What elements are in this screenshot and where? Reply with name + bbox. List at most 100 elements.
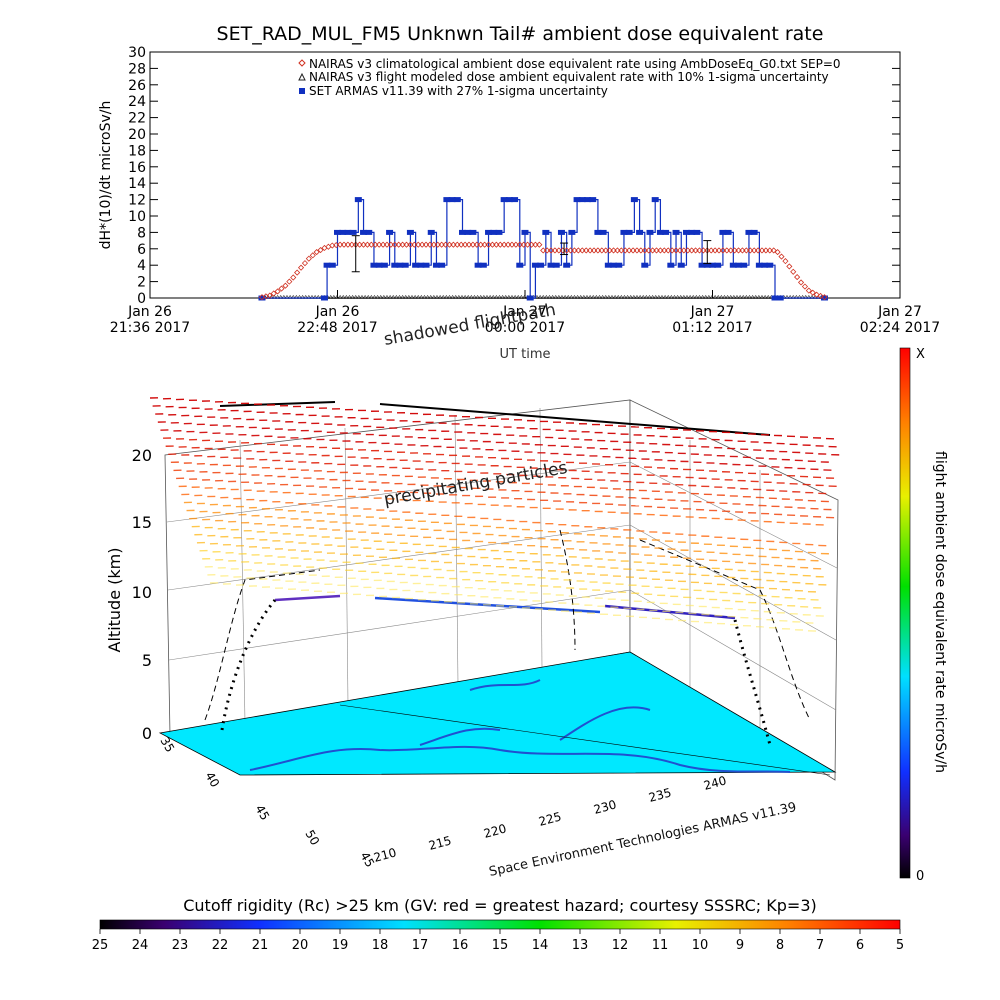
model-series-point xyxy=(468,294,474,299)
model-series-point xyxy=(690,294,696,299)
armas-series-point xyxy=(672,229,680,235)
model-series-point xyxy=(362,294,368,299)
x-tick-date-label: Jan 26 xyxy=(315,304,360,320)
model-series-point xyxy=(543,294,549,299)
rigidity-tick-label: 21 xyxy=(252,938,269,953)
model-series-point xyxy=(575,294,581,299)
model-series-point xyxy=(765,294,771,299)
model-series-point xyxy=(387,294,393,299)
nairas-series-point xyxy=(458,241,465,248)
armas-series-point xyxy=(610,262,618,268)
rigidity-tick-label: 19 xyxy=(332,938,349,953)
rigidity-tick-label: 12 xyxy=(612,938,629,953)
model-series-point xyxy=(746,294,753,299)
model-series-point xyxy=(606,294,612,299)
y-tick-label: 12 xyxy=(128,193,146,209)
model-series-point xyxy=(328,294,334,299)
coastline xyxy=(249,679,791,773)
nairas-series-point xyxy=(493,241,500,248)
model-series-point xyxy=(450,294,456,299)
nairas-series-point xyxy=(415,241,422,248)
model-series-point xyxy=(753,294,759,299)
nairas-series-point xyxy=(438,241,445,248)
longitude-tick-label: 215 xyxy=(427,833,453,852)
model-series-point xyxy=(478,294,484,299)
nairas-series-point xyxy=(782,258,789,265)
legend-label-nairas-model: NAIRAS v3 flight modeled dose ambient eq… xyxy=(309,70,829,84)
nairas-series-point xyxy=(290,274,297,281)
armas-series-point xyxy=(766,262,774,268)
model-series-point xyxy=(440,294,446,299)
model-series-point xyxy=(381,294,387,299)
model-series-point xyxy=(725,294,731,299)
armas-series-point xyxy=(526,295,534,301)
x-tick-date-label: Jan 27 xyxy=(877,304,922,320)
armas-series-point xyxy=(432,262,440,268)
armas-series-point xyxy=(776,295,784,301)
armas-series-point xyxy=(682,229,690,235)
model-series-point xyxy=(756,294,762,299)
x-tick-time-label: 21:36 2017 xyxy=(110,320,190,336)
model-series-point xyxy=(700,294,706,299)
armas-series-line xyxy=(261,199,825,299)
rigidity-tick-label: 16 xyxy=(452,938,469,953)
nairas-series-point xyxy=(329,242,336,249)
model-series-point xyxy=(512,294,518,299)
model-series-point xyxy=(540,294,546,299)
nairas-series-point xyxy=(352,241,359,248)
model-series-point xyxy=(587,294,593,299)
model-series-point xyxy=(493,294,499,299)
nairas-series-point xyxy=(587,247,594,254)
armas-series-point xyxy=(334,229,341,235)
model-series-point xyxy=(406,294,412,299)
altitude-tick-label: 5 xyxy=(142,651,152,670)
nairas-series-point xyxy=(575,247,582,254)
rigidity-tick-label: 8 xyxy=(776,938,784,953)
nairas-series-point xyxy=(727,247,734,254)
longitude-tick-label: 210 xyxy=(372,845,398,864)
armas-series-point xyxy=(417,262,425,268)
flight-shadow-center xyxy=(559,529,576,651)
armas-series-point xyxy=(375,262,383,268)
model-series-point xyxy=(665,294,671,299)
armas-series-point xyxy=(479,262,487,268)
armas-series-point xyxy=(412,262,420,268)
y-tick-label: 28 xyxy=(128,61,146,77)
model-series-point xyxy=(656,294,662,299)
model-series-point xyxy=(609,294,615,299)
model-series-point xyxy=(621,294,628,299)
rigidity-tick-label: 25 xyxy=(92,938,109,953)
nairas-series-point xyxy=(532,241,539,248)
model-series-point xyxy=(737,294,743,299)
altitude-tick-label: 0 xyxy=(142,724,152,743)
armas-series-point xyxy=(448,197,456,203)
armas-series-point xyxy=(615,262,623,268)
nairas-series-point xyxy=(669,247,676,254)
armas-series-point xyxy=(552,262,560,268)
particle-grid xyxy=(149,397,840,632)
rigidity-tick-label: 20 xyxy=(292,938,309,953)
model-series-point xyxy=(359,294,365,299)
armas-series-point xyxy=(698,262,706,268)
legend-item-armas: SET ARMAS v11.39 with 27% 1-sigma uncert… xyxy=(299,84,608,98)
model-series-point xyxy=(384,294,390,299)
rigidity-tick-label: 14 xyxy=(532,938,549,953)
armas-series-point xyxy=(693,229,701,235)
nairas-series-point xyxy=(383,241,391,248)
nairas-series-point xyxy=(422,241,430,248)
model-series-point xyxy=(518,294,524,299)
model-series-point xyxy=(571,294,578,299)
model-series-point xyxy=(650,294,656,299)
longitude-tick-label: 220 xyxy=(482,821,508,840)
armas-series-point xyxy=(323,262,331,268)
armas-series-point xyxy=(724,229,732,235)
nairas-series-point xyxy=(786,263,793,270)
latitude-axis-ticks: 35 40 45 50 45 xyxy=(157,735,377,870)
model-series-point xyxy=(428,294,434,299)
model-series-point xyxy=(471,294,478,299)
armas-series-point xyxy=(656,229,664,235)
model-series-point xyxy=(628,294,634,299)
altitude-tick-label: 10 xyxy=(132,583,152,602)
model-series-point xyxy=(365,294,371,299)
